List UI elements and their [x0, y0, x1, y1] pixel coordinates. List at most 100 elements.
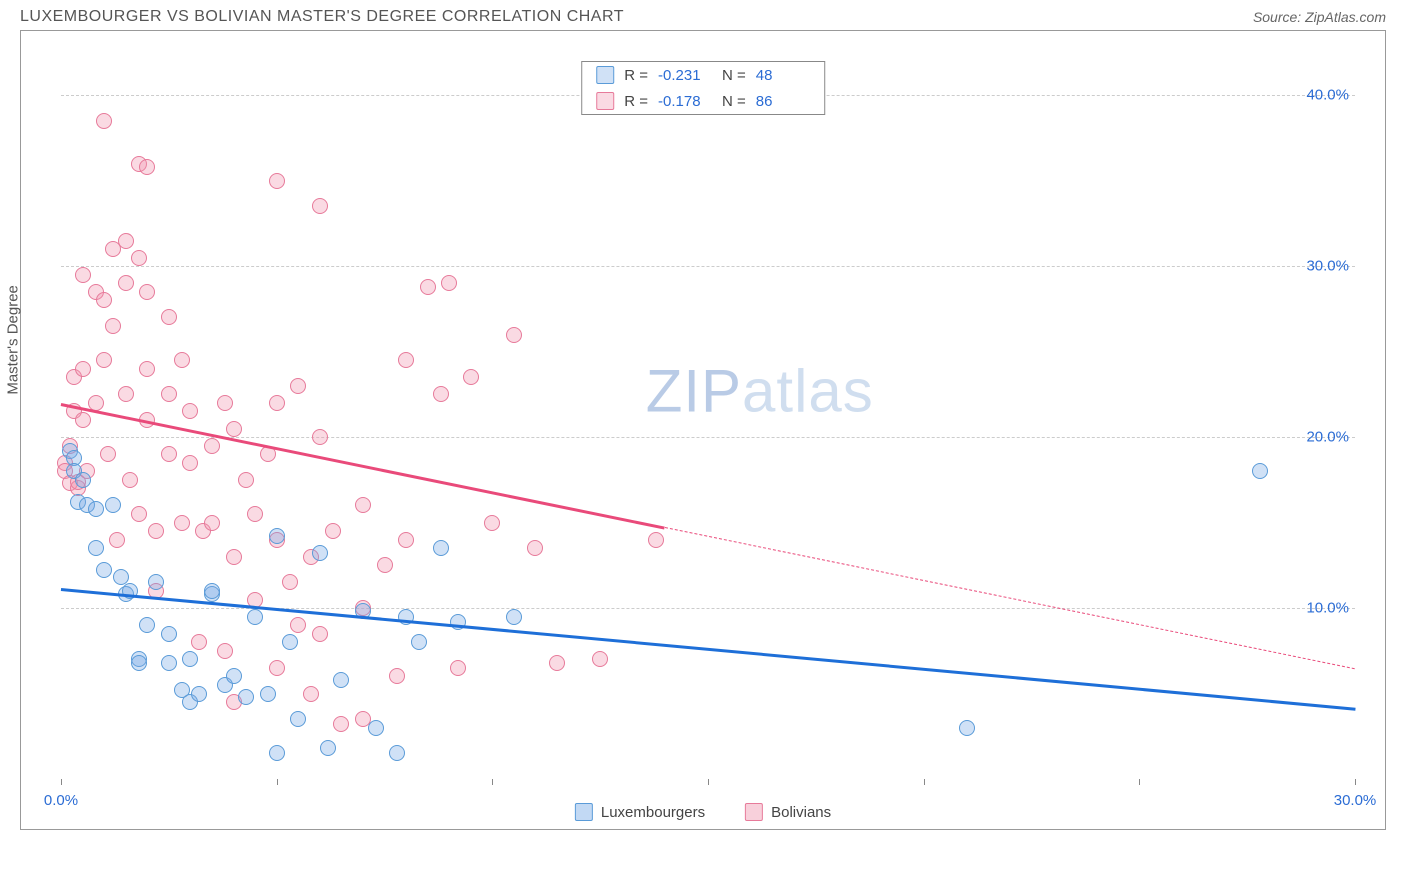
x-tick	[61, 779, 62, 785]
scatter-point	[204, 438, 220, 454]
chart-container: Master's Degree ZIPatlas 10.0%20.0%30.0%…	[20, 30, 1386, 830]
scatter-point	[100, 446, 116, 462]
legend-item-0: Luxembourgers	[575, 803, 705, 821]
scatter-point	[148, 574, 164, 590]
trend-line-dashed	[665, 527, 1355, 669]
scatter-point	[303, 686, 319, 702]
scatter-point	[312, 429, 328, 445]
scatter-point	[368, 720, 384, 736]
swatch-icon	[575, 803, 593, 821]
scatter-point	[290, 378, 306, 394]
x-tick	[277, 779, 278, 785]
scatter-point	[238, 689, 254, 705]
stats-legend-box: R = -0.231 N = 48 R = -0.178 N = 86	[581, 61, 825, 115]
stat-r-label: R =	[624, 67, 648, 84]
scatter-point	[648, 532, 664, 548]
scatter-point	[269, 395, 285, 411]
y-tick-label: 30.0%	[1306, 258, 1349, 275]
swatch-icon	[596, 66, 614, 84]
scatter-point	[122, 472, 138, 488]
scatter-point	[527, 540, 543, 556]
scatter-point	[161, 309, 177, 325]
stat-r-value-0: -0.231	[658, 67, 712, 84]
x-tick-label: 0.0%	[44, 792, 78, 809]
scatter-point	[463, 369, 479, 385]
scatter-point	[389, 668, 405, 684]
scatter-point	[506, 327, 522, 343]
scatter-point	[506, 609, 522, 625]
scatter-point	[88, 501, 104, 517]
scatter-point	[420, 279, 436, 295]
scatter-point	[182, 403, 198, 419]
scatter-point	[226, 421, 242, 437]
plot-area: ZIPatlas 10.0%20.0%30.0%40.0%0.0%30.0%	[61, 61, 1355, 779]
y-axis-label: Master's Degree	[5, 285, 22, 395]
stat-r-label: R =	[624, 93, 648, 110]
scatter-point	[109, 532, 125, 548]
scatter-point	[269, 173, 285, 189]
scatter-point	[355, 497, 371, 513]
scatter-point	[433, 540, 449, 556]
scatter-point	[217, 643, 233, 659]
scatter-point	[389, 745, 405, 761]
stats-row-1: R = -0.178 N = 86	[582, 88, 824, 114]
chart-header: LUXEMBOURGER VS BOLIVIAN MASTER'S DEGREE…	[0, 0, 1406, 30]
scatter-point	[312, 626, 328, 642]
stat-n-value-0: 48	[756, 67, 810, 84]
chart-source: Source: ZipAtlas.com	[1253, 9, 1386, 25]
scatter-point	[282, 634, 298, 650]
scatter-point	[325, 523, 341, 539]
scatter-point	[269, 528, 285, 544]
y-tick-label: 40.0%	[1306, 87, 1349, 104]
scatter-point	[312, 545, 328, 561]
x-tick	[492, 779, 493, 785]
stat-r-value-1: -0.178	[658, 93, 712, 110]
scatter-point	[174, 515, 190, 531]
scatter-point	[441, 275, 457, 291]
scatter-point	[96, 292, 112, 308]
gridline	[61, 437, 1355, 438]
scatter-point	[118, 275, 134, 291]
scatter-point	[139, 159, 155, 175]
scatter-point	[247, 506, 263, 522]
scatter-point	[247, 609, 263, 625]
stat-n-label: N =	[722, 93, 746, 110]
scatter-point	[96, 562, 112, 578]
x-tick	[1355, 779, 1356, 785]
scatter-point	[959, 720, 975, 736]
scatter-point	[333, 672, 349, 688]
scatter-point	[75, 472, 91, 488]
swatch-icon	[596, 92, 614, 110]
scatter-point	[204, 583, 220, 599]
scatter-point	[174, 352, 190, 368]
gridline	[61, 266, 1355, 267]
scatter-point	[411, 634, 427, 650]
scatter-point	[204, 515, 220, 531]
scatter-point	[217, 395, 233, 411]
scatter-point	[282, 574, 298, 590]
footer-legend: Luxembourgers Bolivians	[575, 803, 831, 821]
scatter-point	[161, 386, 177, 402]
x-tick	[924, 779, 925, 785]
swatch-icon	[745, 803, 763, 821]
x-tick	[708, 779, 709, 785]
scatter-point	[269, 660, 285, 676]
scatter-point	[226, 549, 242, 565]
scatter-point	[290, 711, 306, 727]
scatter-point	[96, 352, 112, 368]
scatter-point	[105, 497, 121, 513]
scatter-point	[398, 352, 414, 368]
scatter-point	[161, 446, 177, 462]
scatter-point	[88, 540, 104, 556]
scatter-point	[182, 651, 198, 667]
scatter-point	[191, 634, 207, 650]
legend-label-1: Bolivians	[771, 804, 831, 821]
scatter-point	[131, 250, 147, 266]
scatter-point	[484, 515, 500, 531]
chart-title: LUXEMBOURGER VS BOLIVIAN MASTER'S DEGREE…	[20, 8, 624, 26]
scatter-point	[226, 668, 242, 684]
scatter-point	[433, 386, 449, 402]
scatter-point	[118, 233, 134, 249]
scatter-point	[450, 660, 466, 676]
stat-n-value-1: 86	[756, 93, 810, 110]
